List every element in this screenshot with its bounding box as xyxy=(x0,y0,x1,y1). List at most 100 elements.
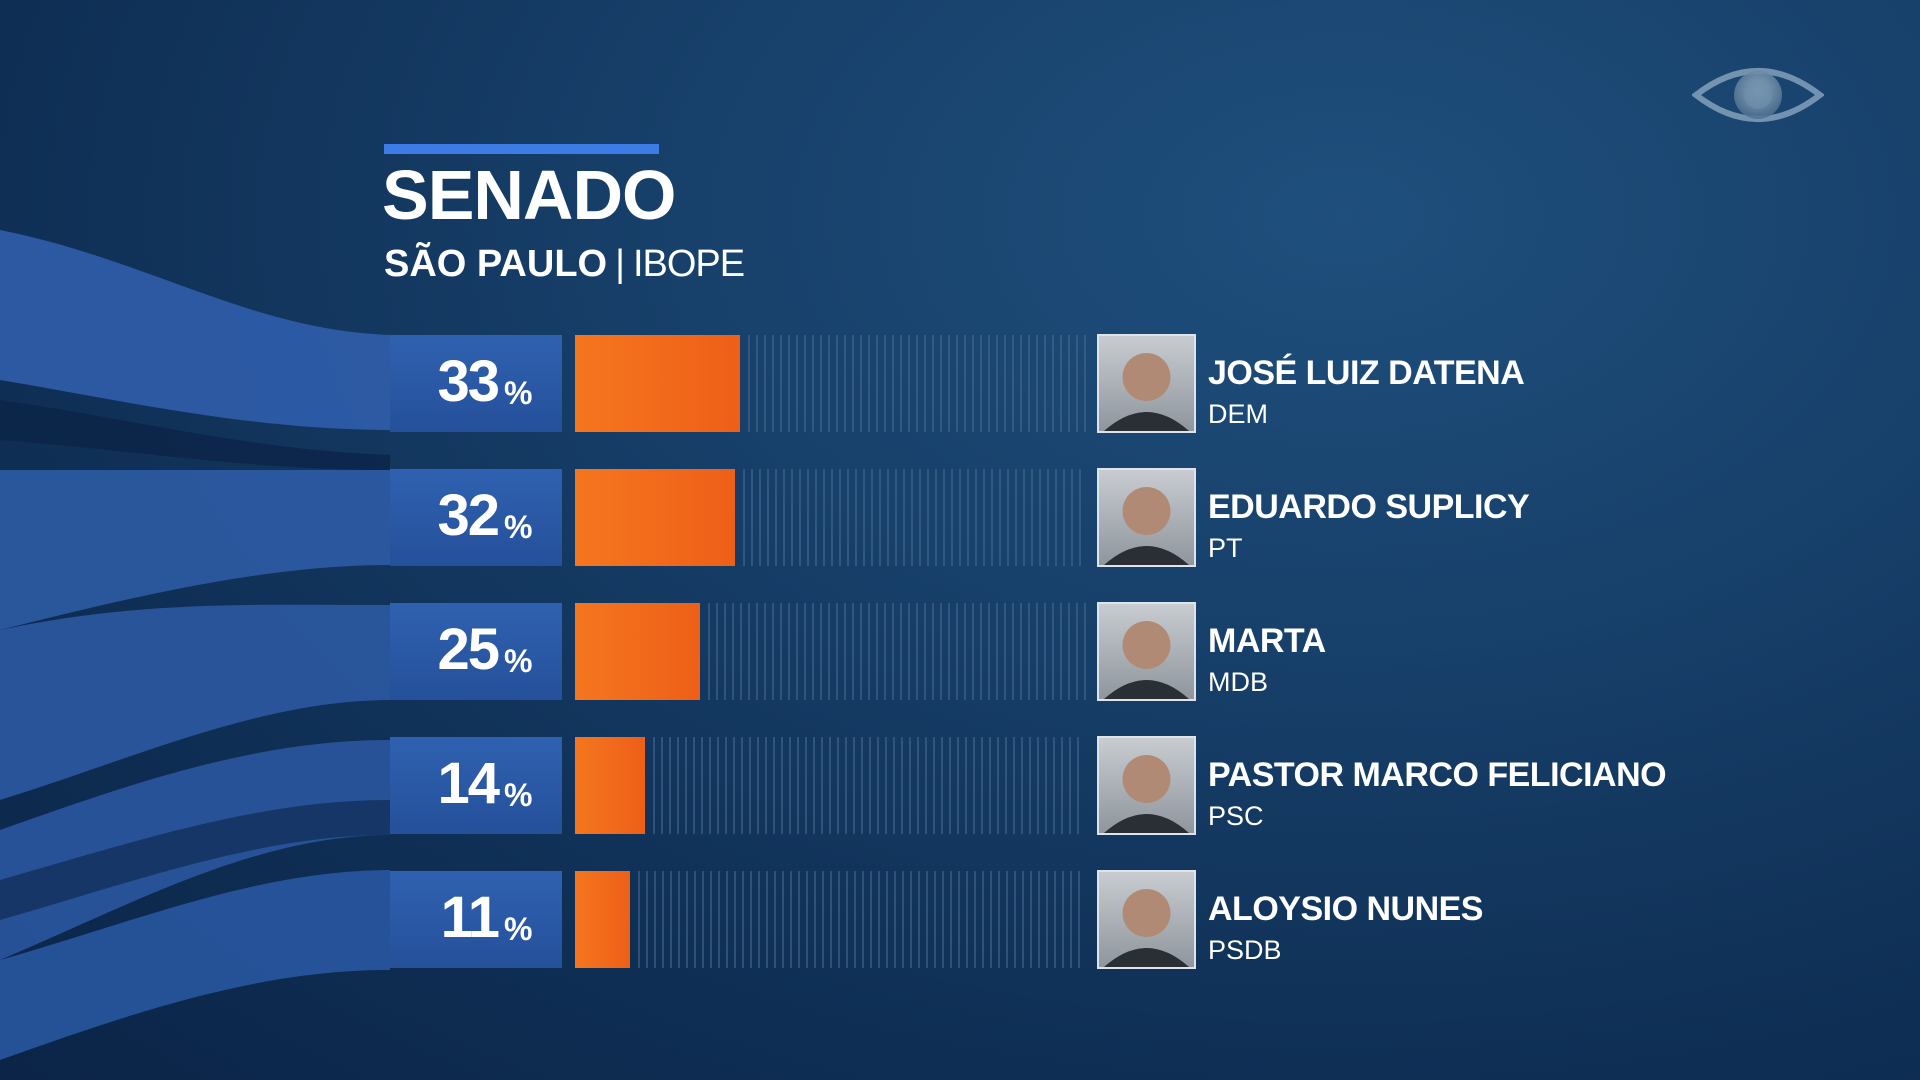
track-tick xyxy=(1015,469,1017,566)
chart-title: SENADO xyxy=(382,156,676,234)
track-tick xyxy=(917,737,919,834)
track-tick xyxy=(708,603,710,700)
percent-sign: % xyxy=(504,509,532,545)
track-tick xyxy=(942,871,944,968)
track-tick xyxy=(877,737,879,834)
bar xyxy=(575,737,645,834)
track-tick xyxy=(1037,737,1039,834)
track-tick xyxy=(1020,603,1022,700)
track-tick xyxy=(822,871,824,968)
candidate-party: PSDB xyxy=(1208,935,1282,965)
track-tick xyxy=(1031,469,1033,566)
track-tick xyxy=(820,335,822,432)
track-tick xyxy=(788,335,790,432)
candidate-name: PASTOR MARCO FELICIANO xyxy=(1208,756,1666,794)
track-tick xyxy=(1023,469,1025,566)
track-tick xyxy=(782,871,784,968)
track-tick xyxy=(844,335,846,432)
track-tick xyxy=(661,737,663,834)
track-tick xyxy=(764,335,766,432)
track-tick xyxy=(974,871,976,968)
track-tick xyxy=(813,737,815,834)
track-tick xyxy=(935,469,937,566)
track-tick xyxy=(836,603,838,700)
track-tick xyxy=(823,469,825,566)
track-tick xyxy=(1076,335,1078,432)
track-tick xyxy=(870,871,872,968)
track-tick xyxy=(838,871,840,968)
percent-sign: % xyxy=(504,375,532,411)
track-tick xyxy=(948,603,950,700)
track-tick xyxy=(820,603,822,700)
candidate-face-icon xyxy=(1122,353,1171,401)
track-tick xyxy=(796,335,798,432)
track-tick xyxy=(1079,469,1081,566)
track-tick xyxy=(980,603,982,700)
chart-subtitle: SÃO PAULO | IBOPE xyxy=(384,242,745,286)
track-tick xyxy=(1084,603,1086,700)
track-tick xyxy=(646,871,648,968)
value-box xyxy=(390,603,562,700)
track-tick xyxy=(798,871,800,968)
candidate-name: ALOYSIO NUNES xyxy=(1208,890,1483,928)
track-tick xyxy=(789,737,791,834)
track-tick xyxy=(1077,737,1079,834)
track-tick xyxy=(748,603,750,700)
track-tick xyxy=(940,603,942,700)
track-tick xyxy=(732,603,734,700)
track-tick xyxy=(1012,335,1014,432)
track-tick xyxy=(1055,469,1057,566)
track-tick xyxy=(790,871,792,968)
track-tick xyxy=(940,335,942,432)
track-tick xyxy=(806,871,808,968)
track-tick xyxy=(892,603,894,700)
track-tick xyxy=(919,469,921,566)
percent-sign: % xyxy=(504,777,532,813)
track-tick xyxy=(740,603,742,700)
track-tick xyxy=(788,603,790,700)
track-tick xyxy=(892,335,894,432)
track-tick xyxy=(1076,603,1078,700)
track-tick xyxy=(1004,335,1006,432)
track-tick xyxy=(1022,871,1024,968)
track-tick xyxy=(853,737,855,834)
track-tick xyxy=(1071,469,1073,566)
track-tick xyxy=(884,335,886,432)
track-tick xyxy=(638,871,640,968)
candidate-party: PT xyxy=(1208,533,1243,563)
track-tick xyxy=(965,737,967,834)
track-tick xyxy=(709,737,711,834)
track-tick xyxy=(989,737,991,834)
candidate-name: JOSÉ LUIZ DATENA xyxy=(1208,354,1524,392)
track-tick xyxy=(876,335,878,432)
track-tick xyxy=(983,469,985,566)
track-tick xyxy=(1038,871,1040,968)
track-tick xyxy=(1047,469,1049,566)
track-tick xyxy=(975,469,977,566)
track-tick xyxy=(910,871,912,968)
track-tick xyxy=(805,737,807,834)
track-tick xyxy=(1039,469,1041,566)
track-tick xyxy=(956,335,958,432)
track-tick xyxy=(959,469,961,566)
track-tick xyxy=(1044,335,1046,432)
track-tick xyxy=(1021,737,1023,834)
track-tick xyxy=(990,871,992,968)
track-tick xyxy=(964,335,966,432)
value-label: 25 xyxy=(437,617,498,682)
track-tick xyxy=(677,737,679,834)
track-tick xyxy=(900,335,902,432)
value-label: 32 xyxy=(437,483,498,548)
subtitle-separator: | xyxy=(615,243,625,285)
track-tick xyxy=(860,335,862,432)
track-tick xyxy=(894,871,896,968)
track-tick xyxy=(1068,603,1070,700)
track-tick xyxy=(799,469,801,566)
track-tick xyxy=(943,469,945,566)
track-tick xyxy=(893,737,895,834)
track-tick xyxy=(1028,603,1030,700)
track-tick xyxy=(1020,335,1022,432)
track-tick xyxy=(901,737,903,834)
track-tick xyxy=(871,469,873,566)
track-tick xyxy=(1030,871,1032,968)
